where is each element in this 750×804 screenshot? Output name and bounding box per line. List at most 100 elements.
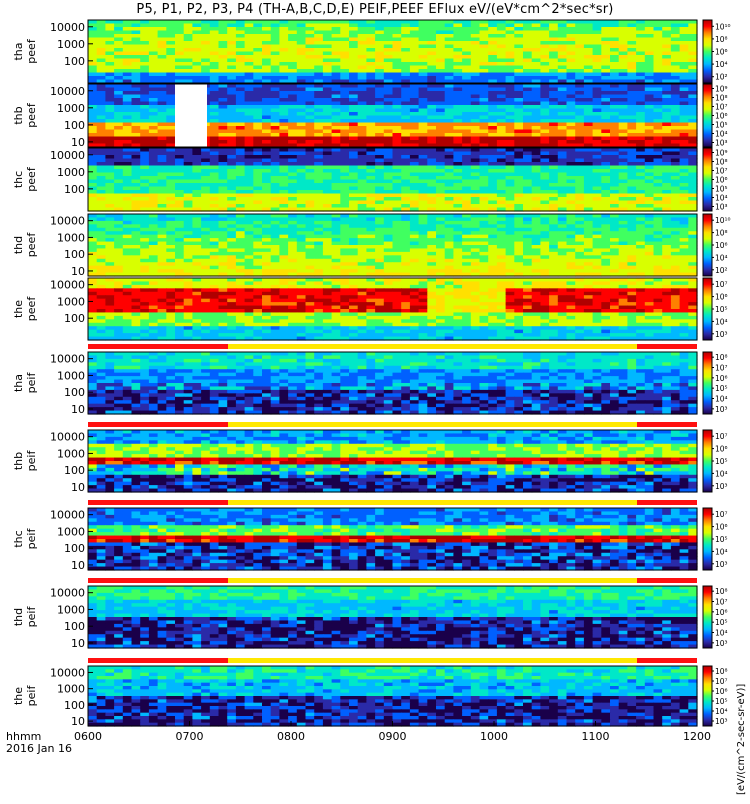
spectrogram-cell — [636, 24, 645, 28]
spectrogram-cell — [688, 214, 697, 218]
colorbar-tick-label: 10⁹ — [715, 85, 728, 94]
spectrogram-cell — [132, 69, 141, 73]
spectrogram-cell — [410, 38, 419, 42]
spectrogram-cell — [410, 162, 419, 166]
spectrogram-cell — [323, 62, 332, 66]
spectrogram-cell — [419, 238, 428, 242]
spectrogram-cell — [401, 20, 410, 24]
spectrogram-cell — [453, 109, 462, 113]
spectrogram-cell — [671, 109, 680, 113]
spectrogram-cell — [123, 162, 132, 166]
spectrogram-cell — [375, 159, 384, 163]
spectrogram-cell — [288, 126, 297, 130]
spectrogram-cell — [271, 140, 280, 144]
spectrogram-cell — [445, 176, 454, 180]
spectrogram-cell — [132, 235, 141, 239]
spectrogram-cell — [192, 24, 201, 28]
spectrogram-cell — [662, 140, 671, 144]
spectrogram-cell — [236, 152, 245, 156]
spectrogram-cell — [567, 59, 576, 63]
spectrogram-cell — [532, 76, 541, 80]
spectrogram-cell — [97, 45, 106, 49]
spectrogram-cell — [506, 24, 515, 28]
spectrogram-cell — [384, 197, 393, 201]
spectrogram-cell — [219, 126, 228, 130]
spectrogram-cell — [654, 31, 663, 35]
spectrogram-cell — [340, 84, 349, 88]
spectrogram-cell — [523, 140, 532, 144]
spectrogram-cell — [558, 84, 567, 88]
spectrogram-cell — [619, 27, 628, 31]
spectrogram-cell — [192, 38, 201, 42]
spectrogram-cell — [366, 27, 375, 31]
spectrogram-cell — [88, 169, 97, 173]
spectrogram-cell — [401, 31, 410, 35]
spectrogram-cell — [166, 173, 175, 177]
spectrogram-cell — [575, 238, 584, 242]
spectrogram-cell — [688, 52, 697, 56]
spectrogram-cell — [192, 69, 201, 73]
spectrogram-cell — [262, 76, 271, 80]
spectrogram-cell — [471, 214, 480, 218]
spectrogram-cell — [419, 235, 428, 239]
spectrogram-cell — [636, 112, 645, 116]
spectrogram-cell — [366, 31, 375, 35]
spectrogram-cell — [671, 76, 680, 80]
spectrogram-cell — [384, 130, 393, 134]
spectrogram-cell — [532, 217, 541, 221]
spectrogram-cell — [680, 152, 689, 156]
spectrogram-cell — [366, 62, 375, 66]
spectrogram-cell — [419, 126, 428, 130]
spectrogram-cell — [645, 20, 654, 24]
spectrogram-cell — [662, 123, 671, 127]
spectrogram-cell — [245, 173, 254, 177]
spectrogram-cell — [314, 48, 323, 52]
spectrogram-cell — [227, 228, 236, 232]
spectrogram-cell — [636, 62, 645, 66]
spectrogram-cell — [514, 84, 523, 88]
spectrogram-cell — [105, 98, 114, 102]
spectrogram-cell — [314, 214, 323, 218]
spectrogram-cell — [497, 45, 506, 49]
spectrogram-cell — [192, 255, 201, 259]
spectrogram-cell — [462, 123, 471, 127]
spectrogram-cell — [384, 95, 393, 99]
spectrogram-cell — [123, 24, 132, 28]
spectrogram-cell — [366, 41, 375, 45]
spectrogram-cell — [662, 180, 671, 184]
spectrogram-cell — [497, 38, 506, 42]
spectrogram-cell — [297, 238, 306, 242]
spectrogram-cell — [140, 137, 149, 141]
spectrogram-cell — [132, 159, 141, 163]
spectrogram-cell — [332, 148, 341, 152]
spectrogram-cell — [306, 166, 315, 170]
spectrogram-cell — [462, 109, 471, 113]
spectrogram-cell — [462, 76, 471, 80]
spectrogram-cell — [688, 41, 697, 45]
spectrogram-cell — [105, 166, 114, 170]
spectrogram-cell — [514, 173, 523, 177]
spectrogram-cell — [201, 62, 210, 66]
spectrogram-cell — [149, 91, 158, 95]
spectrogram-cell — [288, 155, 297, 159]
spectrogram-cell — [236, 228, 245, 232]
spectrogram-cell — [114, 183, 123, 187]
spectrogram-cell — [523, 31, 532, 35]
spectrogram-cell — [384, 116, 393, 120]
spectrogram-cell — [514, 248, 523, 252]
spectrogram-cell — [201, 242, 210, 246]
spectrogram-cell — [175, 214, 184, 218]
spectrogram-cell — [253, 84, 262, 88]
spectrogram-cell — [549, 27, 558, 31]
spectrogram-cell — [497, 162, 506, 166]
spectrogram-cell — [236, 224, 245, 228]
spectrogram-cell — [680, 31, 689, 35]
spectrogram-cell — [601, 119, 610, 123]
spectrogram-cell — [662, 262, 671, 266]
spectrogram-cell — [610, 41, 619, 45]
spectrogram-cell — [532, 159, 541, 163]
spectrogram-cell — [610, 231, 619, 235]
spectrogram-cell — [306, 148, 315, 152]
spectrogram-cell — [219, 55, 228, 59]
spectrogram-cell — [540, 48, 549, 52]
